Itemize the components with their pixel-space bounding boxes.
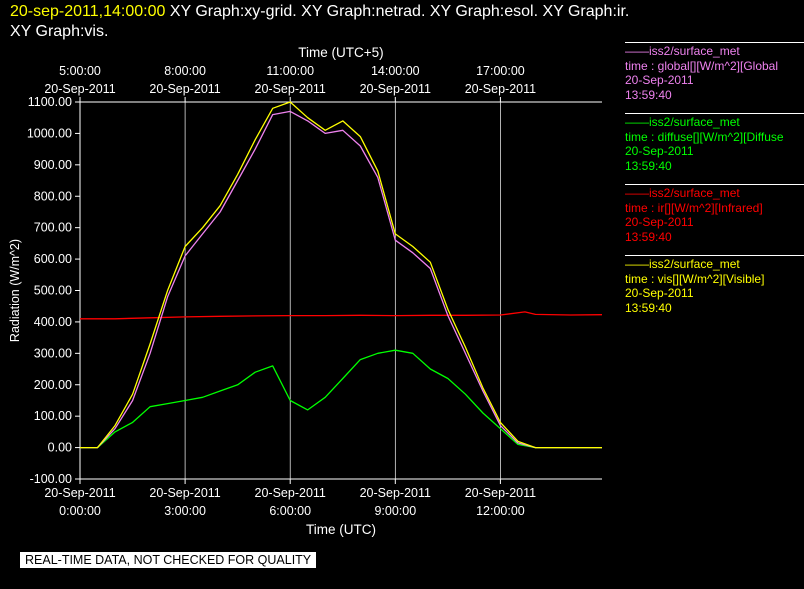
y-axis-label: Radiation (W/m^2) [8,239,22,342]
y-tick-label: 0.00 [48,441,72,455]
y-tick-label: 300.00 [34,346,72,360]
legend-variable: time : global[][W/m^2][Global [625,58,779,73]
x-tick-label-date: 20-Sep-2011 [360,486,431,500]
legend-source: ——iss2/surface_met [625,186,740,200]
legend-time: 13:59:40 [625,158,672,173]
x-tick-label-date: 20-Sep-2011 [44,486,115,500]
x-top-tick-label-time: 8:00:00 [164,64,206,78]
legend-variable: time : diffuse[][W/m^2][Diffuse [625,129,784,144]
legend-time: 13:59:40 [625,300,672,315]
y-tick-label: 100.00 [34,409,72,423]
y-tick-label: 400.00 [34,315,72,329]
x-top-tick-label-time: 14:00:00 [371,64,420,78]
x-tick-label-time: 12:00:00 [476,504,525,518]
legend-time: 13:59:40 [625,229,672,244]
x-tick-label-time: 0:00:00 [59,504,101,518]
x-axis-top-label: Time (UTC+5) [298,45,383,60]
legend-variable: time : vis[][W/m^2][Visible] [625,271,765,286]
x-tick-label-date: 20-Sep-2011 [465,486,536,500]
y-tick-label: 900.00 [34,158,72,172]
x-top-tick-label-time: 11:00:00 [266,64,314,78]
legend-global: ——iss2/surface_met time : global[][W/m^2… [625,42,804,102]
legend-source: ——iss2/surface_met [625,115,740,129]
x-top-tick-label-time: 17:00:00 [476,64,525,78]
quality-warning-banner: REAL-TIME DATA, NOT CHECKED FOR QUALITY [20,552,317,568]
x-top-tick-label-date: 20-Sep-2011 [255,82,326,96]
series-line [80,311,603,320]
legend-infrared: ——iss2/surface_met time : ir[][W/m^2][In… [625,184,804,244]
x-top-tick-label-time: 5:00:00 [59,64,101,78]
legend-source: ——iss2/surface_met [625,257,740,271]
y-tick-label: 500.00 [34,284,72,298]
legend-date: 20-Sep-2011 [625,286,694,300]
legend-source: ——iss2/surface_met [625,44,740,58]
x-top-tick-label-date: 20-Sep-2011 [360,82,431,96]
y-tick-label: 1000.00 [27,126,72,140]
legend-time: 13:59:40 [625,87,672,102]
graph-header: 20-sep-2011,14:00:00 XY Graph:xy-grid. X… [10,2,800,42]
x-top-tick-label-date: 20-Sep-2011 [465,82,536,96]
x-tick-label-time: 3:00:00 [164,504,206,518]
legend-visible: ——iss2/surface_met time : vis[][W/m^2][V… [625,255,804,315]
legend-diffuse: ——iss2/surface_met time : diffuse[][W/m^… [625,113,804,173]
x-top-tick-label-date: 20-Sep-2011 [149,82,220,96]
y-tick-label: 600.00 [34,252,72,266]
legend-date: 20-Sep-2011 [625,73,694,87]
y-tick-label: 200.00 [34,378,72,392]
header-graph-list: XY Graph:xy-grid. XY Graph:netrad. XY Gr… [169,3,630,20]
x-tick-label-time: 6:00:00 [269,504,311,518]
series-line [80,101,602,449]
y-tick-label: 1100.00 [28,95,72,109]
x-axis-label: Time (UTC) [306,522,376,537]
y-tick-label: -100.00 [30,472,72,486]
series-line [80,110,602,449]
header-graph-list-line2: XY Graph:vis. [10,23,109,40]
legend-date: 20-Sep-2011 [625,215,694,229]
legend-variable: time : ir[][W/m^2][Infrared] [625,200,763,215]
x-top-tick-label-date: 20-Sep-2011 [44,82,115,96]
series-line [80,349,602,449]
legend-date: 20-Sep-2011 [625,144,694,158]
x-tick-label-date: 20-Sep-2011 [255,486,326,500]
header-timestamp: 20-sep-2011,14:00:00 [10,3,166,20]
y-tick-label: 700.00 [34,221,72,235]
x-tick-label-time: 9:00:00 [374,504,416,518]
y-tick-label: 800.00 [34,189,72,203]
x-tick-label-date: 20-Sep-2011 [149,486,220,500]
